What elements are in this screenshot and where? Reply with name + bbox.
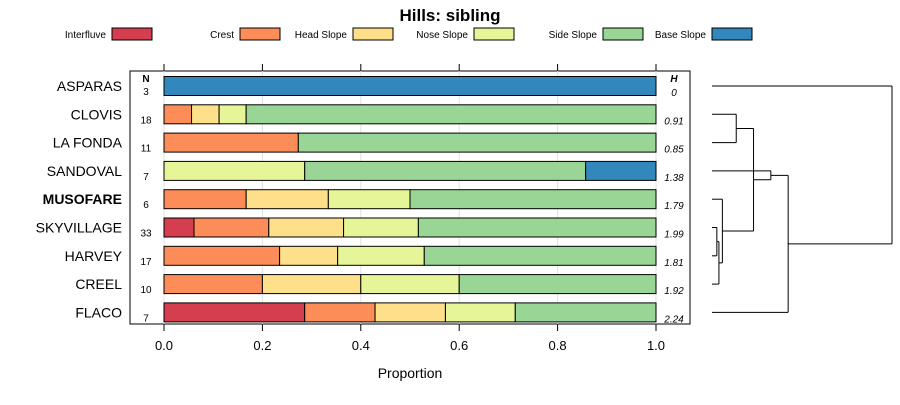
bar-segment: [163, 217, 195, 238]
row-label: FLACO: [75, 304, 122, 320]
n-labels: 3 18 11 7 6 33 17 10 7: [140, 87, 152, 324]
legend-label: Interfluve: [65, 30, 107, 41]
bar-segment: [343, 217, 419, 238]
bar-segment: [409, 189, 657, 210]
bars: [163, 71, 657, 324]
x-tick-label: 0.0: [155, 338, 173, 353]
legend-swatch: [711, 27, 753, 41]
bar-segment: [360, 274, 460, 295]
h-value: 2.24: [663, 314, 684, 325]
bar-segment: [327, 189, 411, 210]
bar-segment: [218, 104, 247, 125]
bar-segment: [163, 132, 299, 153]
h-value: 0.85: [664, 145, 684, 156]
n-value: 18: [140, 115, 152, 126]
bar-segment: [458, 274, 657, 295]
legend-swatch: [473, 27, 515, 41]
x-tick-label: 0.4: [352, 338, 370, 353]
n-header: N: [142, 74, 149, 85]
legend: Interfluve Crest Head Slope Nose Slope Side …: [65, 27, 753, 41]
bar-segment: [193, 217, 270, 238]
n-value: 10: [140, 285, 152, 296]
x-tick-label: 1.0: [647, 338, 665, 353]
bar-segment: [163, 160, 306, 181]
legend-label: Head Slope: [295, 30, 348, 41]
row-label: SKYVILLAGE: [36, 220, 122, 236]
row-label: MUSOFARE: [43, 191, 122, 207]
row-label: CLOVIS: [71, 106, 122, 122]
n-value: 11: [141, 144, 152, 155]
x-tick-label: 0.6: [450, 338, 468, 353]
h-labels: 0 0.91 0.85 1.38 1.79 1.99 1.81 1.92 2.24: [663, 88, 684, 325]
h-value: 0: [671, 88, 677, 99]
bar-segment: [163, 245, 281, 266]
bar-segment: [374, 302, 446, 323]
bar-segment: [163, 104, 193, 125]
legend-swatch: [239, 27, 281, 41]
n-value: 7: [143, 172, 149, 183]
h-value: 1.92: [664, 286, 684, 297]
h-value: 1.81: [664, 258, 683, 269]
legend-swatch: [111, 27, 153, 41]
row-labels: ASPARAS CLOVIS LA FONDA SANDOVAL MUSOFARE SKY…: [36, 78, 123, 320]
row-label: LA FONDA: [53, 135, 123, 151]
bar-segment: [423, 245, 657, 266]
n-value: 33: [140, 229, 152, 240]
bar-segment: [163, 76, 657, 96]
bar-segment: [163, 302, 306, 323]
legend-label: Nose Slope: [416, 30, 468, 41]
bar-segment: [297, 132, 657, 153]
legend-label: Base Slope: [655, 30, 707, 41]
h-header: H: [670, 74, 678, 85]
row-label: CREEL: [75, 276, 122, 292]
row-label: ASPARAS: [57, 78, 122, 94]
chart-title: Hills: sibling: [399, 6, 500, 25]
row-label: HARVEY: [65, 248, 123, 264]
x-axis: 0.0 0.2 0.4 0.6 0.8 1.0: [155, 64, 665, 353]
bar-segment: [337, 245, 425, 266]
legend-label: Crest: [210, 30, 234, 41]
bar-segment: [279, 245, 339, 266]
bar-segment: [245, 104, 657, 125]
bar-segment: [163, 274, 263, 295]
bar-segment: [163, 189, 247, 210]
h-value: 1.38: [664, 173, 684, 184]
x-tick-label: 0.2: [253, 338, 271, 353]
bar-segment: [514, 302, 657, 323]
bar-segment: [444, 302, 516, 323]
bar-segment: [585, 160, 657, 181]
plot-frame: [129, 70, 691, 325]
n-value: 6: [143, 200, 149, 211]
n-value: 3: [143, 87, 149, 98]
legend-swatch: [352, 27, 394, 41]
n-value: 7: [143, 313, 149, 324]
bar-segment: [304, 160, 587, 181]
legend-label: Side Slope: [549, 30, 598, 41]
h-value: 1.99: [664, 230, 684, 241]
bar-segment: [268, 217, 345, 238]
legend-swatch: [602, 27, 644, 41]
n-value: 17: [140, 257, 152, 268]
bar-segment: [191, 104, 220, 125]
h-value: 0.91: [664, 116, 683, 127]
dendrogram: [712, 85, 893, 313]
row-label: SANDOVAL: [47, 163, 122, 179]
bar-segment: [245, 189, 329, 210]
bar-segment: [261, 274, 362, 295]
h-value: 1.79: [664, 201, 684, 212]
bar-segment: [304, 302, 376, 323]
bar-segment: [417, 217, 657, 238]
x-axis-label: Proportion: [378, 365, 443, 381]
x-tick-label: 0.8: [549, 338, 567, 353]
